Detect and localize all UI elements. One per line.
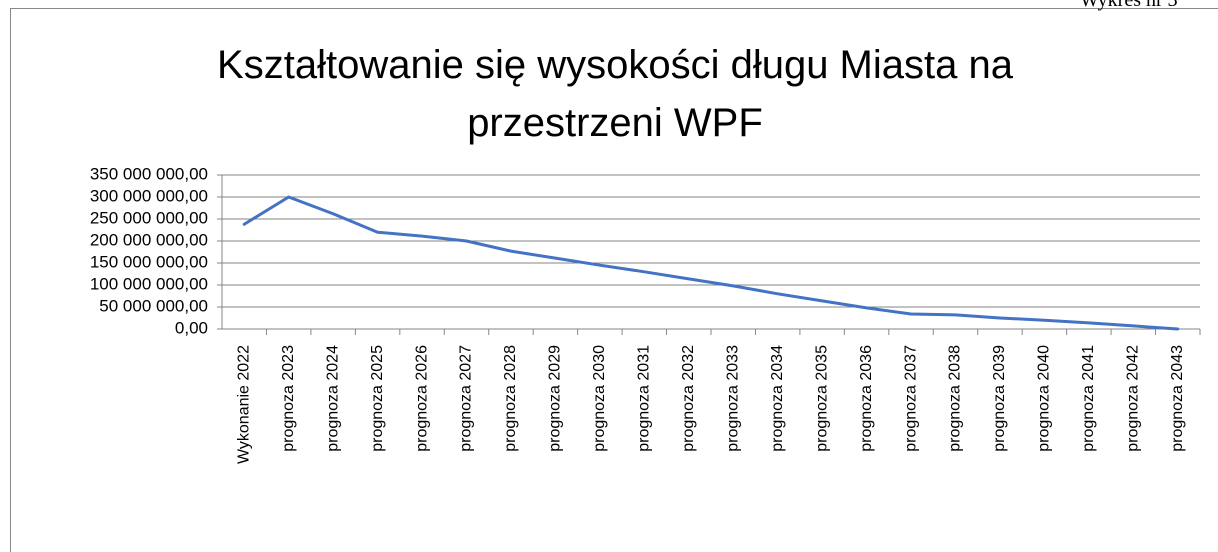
x-tick-label: prognoza 2040 bbox=[1036, 345, 1053, 452]
y-tick-label: 100 000 000,00 bbox=[90, 274, 208, 293]
y-tick-label: 200 000 000,00 bbox=[90, 230, 208, 249]
x-tick-label: prognoza 2032 bbox=[680, 345, 697, 452]
x-tick-label: prognoza 2031 bbox=[636, 345, 653, 452]
y-tick-label: 350 000 000,00 bbox=[90, 164, 208, 183]
x-tick-label: prognoza 2038 bbox=[947, 345, 964, 452]
x-tick-label: prognoza 2030 bbox=[591, 345, 608, 452]
y-tick-label: 250 000 000,00 bbox=[90, 208, 208, 227]
x-tick-label: prognoza 2035 bbox=[813, 345, 830, 452]
x-tick-label: prognoza 2028 bbox=[502, 345, 519, 452]
x-tick-label: prognoza 2027 bbox=[458, 345, 475, 452]
x-tick-label: prognoza 2034 bbox=[769, 345, 786, 452]
y-tick-label: 300 000 000,00 bbox=[90, 186, 208, 205]
x-tick-label: prognoza 2043 bbox=[1169, 345, 1186, 452]
y-tick-label: 0,00 bbox=[175, 318, 208, 337]
y-tick-label: 150 000 000,00 bbox=[90, 252, 208, 271]
x-tick-label: prognoza 2033 bbox=[724, 345, 741, 452]
x-tick-label: prognoza 2025 bbox=[369, 345, 386, 452]
x-tick-label: prognoza 2041 bbox=[1080, 345, 1097, 452]
x-tick-label: prognoza 2026 bbox=[413, 345, 430, 452]
annotation: Wykres nr 3 bbox=[1080, 0, 1178, 11]
x-tick-label: prognoza 2039 bbox=[991, 345, 1008, 452]
x-tick-label: prognoza 2024 bbox=[324, 345, 341, 452]
x-tick-label: prognoza 2042 bbox=[1125, 345, 1142, 452]
data-line bbox=[242, 195, 1180, 331]
x-tick-label: prognoza 2023 bbox=[280, 345, 297, 452]
x-tick-label: prognoza 2037 bbox=[902, 345, 919, 452]
chart-title: Kształtowanie się wysokości długu Miasta… bbox=[217, 43, 1013, 145]
x-tick-label: Wykonanie 2022 bbox=[235, 345, 252, 464]
x-tick-label: prognoza 2029 bbox=[547, 345, 564, 452]
y-tick-label: 50 000 000,00 bbox=[99, 296, 208, 315]
chart-border bbox=[10, 8, 1218, 552]
x-tick-label: prognoza 2036 bbox=[858, 345, 875, 452]
